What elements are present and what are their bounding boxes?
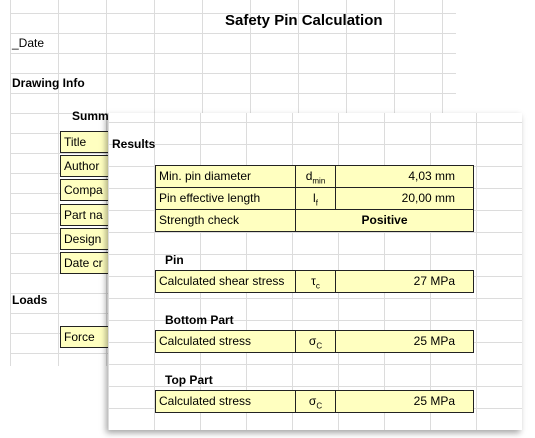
sheet-title: Safety Pin Calculation: [225, 12, 383, 29]
results-sheet: Results Min. pin diameter dmin 4,03 mm Pin …: [108, 113, 522, 430]
field-label: Compa: [60, 179, 120, 202]
symbol-subscript: C: [316, 341, 323, 351]
symbol-cell: τc: [295, 270, 336, 293]
symbol-cell: lf: [295, 187, 336, 210]
symbol: l: [313, 191, 316, 205]
row-value: Positive: [295, 209, 474, 232]
force-label: Force: [60, 326, 120, 348]
row-value: 25 MPa: [335, 390, 474, 413]
field-label: Date cr: [60, 252, 120, 274]
symbol: σ: [308, 334, 317, 348]
row-label: Strength check: [155, 209, 296, 232]
symbol-subscript: min: [312, 176, 326, 186]
row-value: 25 MPa: [335, 330, 474, 353]
symbol-cell: σC: [295, 330, 336, 353]
row-value: 20,00 mm: [335, 187, 474, 210]
section-heading: Loads: [12, 293, 48, 307]
row-value: 4,03 mm: [335, 165, 474, 188]
row-label: Calculated stress: [155, 390, 296, 413]
symbol-subscript: c: [315, 281, 320, 291]
symbol: τ: [311, 274, 316, 288]
section-heading: Pin: [165, 253, 184, 267]
row-label: Min. pin diameter: [155, 165, 296, 188]
symbol: σ: [308, 394, 317, 408]
section-heading: Top Part: [165, 373, 213, 387]
row-value: 27 MPa: [335, 270, 474, 293]
section-heading: Drawing Info: [12, 76, 85, 90]
summary-label: Summ: [72, 109, 109, 123]
field-label: Author: [60, 155, 120, 178]
symbol-subscript: f: [315, 198, 318, 208]
symbol-cell: σC: [295, 390, 336, 413]
row-label: Pin effective length: [155, 187, 296, 210]
date-label: _Date: [12, 36, 45, 50]
symbol-cell: dmin: [295, 165, 336, 188]
symbol-subscript: C: [316, 401, 323, 411]
results-title: Results: [112, 137, 156, 151]
row-label: Calculated shear stress: [155, 270, 296, 293]
symbol: d: [305, 169, 313, 183]
section-heading: Bottom Part: [165, 313, 234, 327]
row-label: Calculated stress: [155, 330, 296, 353]
